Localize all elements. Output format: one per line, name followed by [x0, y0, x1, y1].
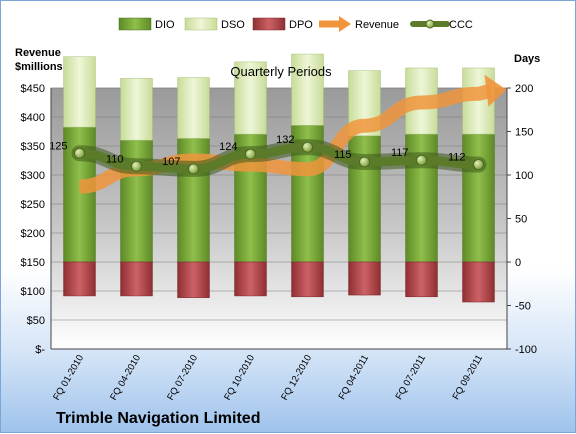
left-axis-label-line1: Revenue: [15, 47, 61, 59]
legend-label-dso: DSO: [221, 19, 245, 31]
revenue-arrowhead: [484, 74, 507, 107]
dso-bar: [291, 53, 324, 126]
dpo-bar: [234, 261, 267, 297]
company-name: Trimble Navigation Limited: [56, 410, 260, 427]
ccc-data-label: 132: [276, 134, 294, 146]
right-tick-label: 150: [515, 127, 533, 139]
ccc-point: [131, 160, 142, 172]
left-tick-label: $450: [21, 83, 45, 95]
ccc-data-label: 125: [49, 140, 67, 152]
dpo-bar: [63, 261, 96, 297]
dio-bar: [462, 133, 495, 263]
left-tick-label: $250: [21, 199, 45, 211]
ccc-point: [416, 154, 427, 166]
left-axis-label-line2: $millions: [15, 61, 63, 73]
left-tick-label: $200: [21, 228, 45, 240]
dso-bar: [120, 78, 153, 141]
ccc-point: [245, 148, 256, 160]
ccc-point: [74, 147, 85, 159]
ccc-data-label: 112: [448, 152, 466, 164]
ccc-data-label: 110: [106, 153, 124, 165]
category-label: FQ 07-2010: [165, 353, 200, 402]
left-tick-label: $-: [35, 344, 45, 356]
ccc-point: [359, 156, 370, 168]
plot-area: [50, 87, 508, 350]
legend-swatch-dio: [118, 17, 152, 31]
right-tick-label: 100: [515, 170, 533, 182]
category-label: FQ 12-2010: [279, 353, 314, 402]
left-tick-label: $350: [21, 141, 45, 153]
legend-label-dpo: DPO: [289, 19, 313, 31]
ccc-data-label: 117: [391, 147, 409, 159]
dso-bar: [63, 56, 96, 128]
legend-swatch-ccc-dot: [425, 19, 435, 29]
right-tick-label: -50: [515, 301, 531, 313]
ccc-point: [188, 163, 199, 175]
ccc-point: [473, 159, 484, 171]
left-tick-label: $400: [21, 112, 45, 124]
right-tick-label: 0: [515, 257, 521, 269]
dpo-bar: [291, 261, 324, 298]
category-label: FQ 09-2011: [451, 353, 486, 402]
left-tick-label: $150: [21, 257, 45, 269]
right-tick-label: -100: [515, 344, 537, 356]
dpo-bar: [405, 261, 438, 298]
category-label: FQ 07-2011: [394, 353, 429, 402]
legend-swatch-revenue-head: [339, 16, 351, 32]
legend: DIO DSO DPO Revenue CCC: [118, 16, 473, 32]
dso-bar: [177, 77, 210, 139]
right-tick-label: 200: [515, 83, 533, 95]
dpo-bar: [120, 261, 153, 297]
legend-swatch-dpo: [252, 17, 286, 31]
dpo-bar: [177, 261, 210, 298]
category-label: FQ 04-2011: [337, 353, 372, 402]
legend-swatch-dso: [184, 17, 218, 31]
category-label: FQ 01-2010: [51, 353, 86, 402]
legend-label-dio: DIO: [155, 19, 175, 31]
right-axis-label: Days: [514, 53, 540, 65]
dpo-bar: [348, 261, 381, 296]
legend-label-revenue: Revenue: [355, 19, 399, 31]
left-tick-label: $50: [27, 315, 45, 327]
right-tick-label: 50: [515, 214, 527, 226]
lines: 125 110 107 124 132 115 117 112: [49, 74, 507, 194]
chart-title: Quarterly Periods: [230, 64, 332, 79]
left-tick-label: $300: [21, 170, 45, 182]
ccc-data-label: 115: [334, 149, 352, 161]
left-tick-label: $100: [21, 286, 45, 298]
ccc-data-label: 107: [162, 156, 180, 168]
dso-bar: [234, 61, 267, 135]
category-label: FQ 04-2010: [108, 353, 143, 402]
legend-label-ccc: CCC: [449, 19, 473, 31]
ccc-point: [302, 141, 313, 153]
dpo-bar: [462, 261, 495, 303]
category-label: FQ 10-2010: [222, 353, 257, 402]
ccc-data-label: 124: [219, 141, 237, 153]
